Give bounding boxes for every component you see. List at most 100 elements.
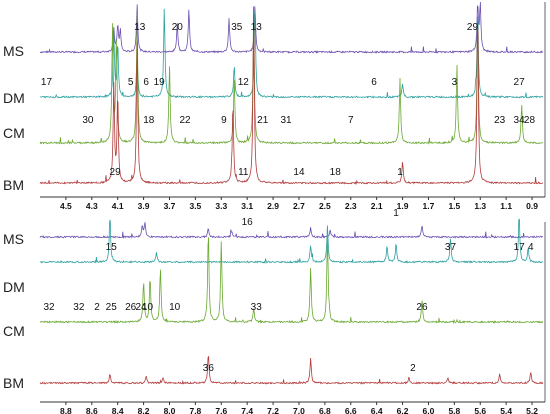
series-label-ms: MS xyxy=(3,43,24,59)
x-tick-label: 7.0 xyxy=(293,406,305,414)
peak-annotation: 10 xyxy=(169,302,181,313)
x-tick-label: 1.3 xyxy=(474,201,486,211)
peak-annotation: 4 xyxy=(528,242,534,253)
x-tick-label: 7.4 xyxy=(241,406,253,414)
peak-annotation: 14 xyxy=(293,167,305,178)
x-tick-label: 2.5 xyxy=(319,201,331,211)
peak-annotation: 6 xyxy=(371,77,377,88)
x-axis-extra-label: 1 xyxy=(393,208,399,219)
peak-annotation: 29 xyxy=(110,167,122,178)
bottom-panel: 8.8 8.6 8.4 8.2 8.0 7.8 7.6 7.4 7.2 7.0 6.8 6.6 6.4 6… xyxy=(3,217,546,414)
series-label-bm: BM xyxy=(3,177,24,193)
peak-annotation: 11 xyxy=(238,167,249,178)
peak-annotation: 20 xyxy=(172,22,184,33)
peak-annotation: 31 xyxy=(280,115,292,126)
spectrum-dm xyxy=(40,8,544,99)
peak-annotation: 25 xyxy=(106,302,118,313)
peak-annotation: 35 xyxy=(231,22,243,33)
x-tick-label: 1.7 xyxy=(423,201,435,211)
peak-annotation: 18 xyxy=(143,115,155,126)
peak-annotation: 13 xyxy=(251,22,263,33)
x-tick-label: 2.1 xyxy=(371,201,383,211)
peak-annotation: 10 xyxy=(142,302,154,313)
x-tick-label: 8.0 xyxy=(164,406,176,414)
peak-annotation: 3 xyxy=(452,77,458,88)
x-tick-label: 6.2 xyxy=(397,406,409,414)
x-tick-label: 3.3 xyxy=(215,201,227,211)
series-label-dm: DM xyxy=(3,90,25,106)
x-tick-label: 1.9 xyxy=(397,201,409,211)
series-label-cm: CM xyxy=(3,125,25,141)
peak-annotation: 16 xyxy=(242,217,254,228)
peak-annotation: 32 xyxy=(44,302,56,313)
x-tick-label: 1.5 xyxy=(448,201,460,211)
series-label-cm: CM xyxy=(3,323,25,339)
series-label-ms: MS xyxy=(3,231,24,247)
peak-annotation: 5 xyxy=(128,77,134,88)
peak-annotation: 29 xyxy=(467,22,479,33)
x-tick-label: 5.4 xyxy=(500,406,512,414)
x-tick-label: 6.8 xyxy=(319,406,331,414)
peak-annotation: 17 xyxy=(41,77,53,88)
peak-annotation: 7 xyxy=(348,115,354,126)
spectrum-cm xyxy=(39,13,543,145)
spectrum-dm xyxy=(39,218,544,265)
x-tick-label: 3.7 xyxy=(164,201,176,211)
peak-annotation: 36 xyxy=(203,363,215,374)
spectrum-cm xyxy=(39,232,544,324)
peak-annotation: 30 xyxy=(82,115,94,126)
x-tick-label: 7.6 xyxy=(215,406,227,414)
peak-annotation: 6 xyxy=(143,77,149,88)
x-tick-label: 8.2 xyxy=(138,406,150,414)
x-tick-label: 4.3 xyxy=(86,201,98,211)
peak-annotation: 33 xyxy=(251,302,263,313)
x-tick-label: 1.1 xyxy=(500,201,512,211)
spectrum-bm xyxy=(39,356,544,385)
top-panel: 4.5 4.3 4.1 3.9 3.7 3.5 3.3 3.1 2.9 2.7 2.5 2.3 2.1 1… xyxy=(3,1,546,219)
x-tick-label: 7.2 xyxy=(267,406,279,414)
x-tick-label: 5.2 xyxy=(526,406,538,414)
spectrum-bm xyxy=(39,6,544,185)
spectrum-ms xyxy=(39,1,544,54)
peak-annotation: 12 xyxy=(238,77,250,88)
peak-annotation: 26 xyxy=(125,302,137,313)
peak-annotation: 22 xyxy=(179,115,191,126)
peak-annotation: 23 xyxy=(494,115,506,126)
x-tick-label: 2.7 xyxy=(293,201,305,211)
peak-annotation: 1 xyxy=(397,167,403,178)
x-tick-label: 8.4 xyxy=(112,406,124,414)
series-label-bm: BM xyxy=(3,375,24,391)
x-tick-label: 3.5 xyxy=(189,201,201,211)
series-label-dm: DM xyxy=(3,279,25,295)
peak-annotation: 19 xyxy=(154,77,166,88)
peak-annotation: 32 xyxy=(73,302,85,313)
peak-annotation: 34 xyxy=(514,115,526,126)
spectrum-ms xyxy=(39,222,543,239)
peak-annotation: 13 xyxy=(134,22,146,33)
x-tick-label: 4.5 xyxy=(60,201,72,211)
peak-annotation: 21 xyxy=(257,115,269,126)
peak-annotation: 2 xyxy=(410,363,416,374)
peak-annotation: 2 xyxy=(94,302,100,313)
peak-annotation: 24 xyxy=(135,302,147,313)
x-tick-label: 6.6 xyxy=(345,406,357,414)
x-tick-label: 0.9 xyxy=(526,201,538,211)
x-tick-label: 2.3 xyxy=(345,201,357,211)
peak-annotation: 37 xyxy=(445,242,457,253)
x-tick-label: 8.8 xyxy=(60,406,72,414)
x-tick-label: 5.6 xyxy=(474,406,486,414)
x-tick-label: 6.4 xyxy=(371,406,383,414)
x-tick-label: 7.8 xyxy=(189,406,201,414)
peak-annotation: 18 xyxy=(330,167,342,178)
x-tick-label: 4.1 xyxy=(112,201,124,211)
x-tick-label: 6.0 xyxy=(423,406,435,414)
peak-annotation: 17 xyxy=(514,242,526,253)
x-tick-label: 3.9 xyxy=(138,201,150,211)
x-tick-label: 3.1 xyxy=(241,201,253,211)
peak-annotation: 27 xyxy=(514,77,526,88)
peak-annotation: 15 xyxy=(106,242,118,253)
x-tick-label: 2.9 xyxy=(267,201,279,211)
peak-annotation: 26 xyxy=(416,302,428,313)
x-tick-label: 5.8 xyxy=(448,406,460,414)
